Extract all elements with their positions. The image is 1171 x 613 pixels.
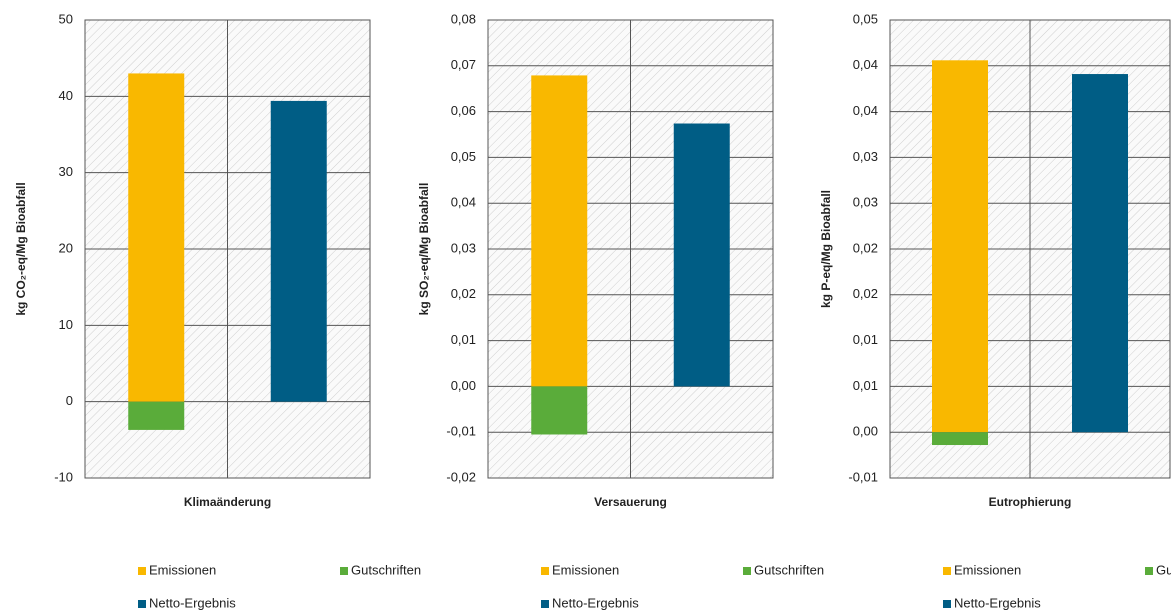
legend-label: Emissionen [552,562,619,577]
y-tick-label: 0,05 [451,149,476,164]
y-tick-label: -10 [54,469,73,484]
y-tick-label: 0,02 [853,286,878,301]
y-tick-label: 0,00 [853,424,878,439]
y-tick-label: 50 [59,11,73,26]
y-tick-label: 0,01 [451,332,476,347]
bar [531,75,588,387]
y-tick-label: 10 [59,317,73,332]
y-tick-label: 0,01 [853,378,878,393]
legend-label: Gutschriften [351,562,421,577]
y-tick-label: 20 [59,240,73,255]
y-tick-label: 0,00 [451,378,476,393]
bar [932,60,988,433]
legend-label: Netto-Ergebnis [552,595,639,610]
y-tick-label: -0,01 [446,424,476,439]
legend-swatch [943,567,951,575]
y-tick-label: -0,01 [848,469,878,484]
legend-swatch [1145,567,1153,575]
bar [128,401,185,430]
y-tick-label: -0,02 [446,469,476,484]
y-tick-label: 0,08 [451,11,476,26]
y-tick-label: 40 [59,88,73,103]
legend-label: Netto-Ergebnis [149,595,236,610]
y-tick-label: 0,04 [853,57,878,72]
y-tick-label: 0,02 [853,240,878,255]
y-tick-label: 0 [66,393,73,408]
legend-swatch [541,600,549,608]
y-axis-title: kg CO₂-eq/Mg Bioabfall [14,182,28,315]
y-tick-label: 0,06 [451,103,476,118]
legend-swatch [743,567,751,575]
legend-swatch [340,567,348,575]
y-tick-label: 0,02 [451,286,476,301]
y-tick-label: 0,05 [853,11,878,26]
bar [1072,74,1128,433]
bar [932,432,988,446]
legend-label: Gutschriften [754,562,824,577]
legend-swatch [138,600,146,608]
legend-label: Netto-Ergebnis [954,595,1041,610]
y-axis-title: kg SO₂-eq/Mg Bioabfall [417,183,431,316]
bar [673,123,730,387]
legend-swatch [943,600,951,608]
y-tick-label: 0,07 [451,57,476,72]
y-tick-label: 0,01 [853,332,878,347]
legend-label: Emissionen [149,562,216,577]
y-tick-label: 0,04 [451,195,476,210]
y-tick-label: 0,03 [853,195,878,210]
x-axis-title: Versauerung [594,495,667,509]
legend-swatch [138,567,146,575]
y-tick-label: 0,03 [451,240,476,255]
bar [128,73,185,402]
x-axis-title: Eutrophierung [989,495,1072,509]
y-tick-label: 0,04 [853,103,878,118]
bar [531,386,588,435]
x-axis-title: Klimaänderung [184,495,271,509]
legend-label: Gutschriften [1156,562,1171,577]
y-tick-label: 0,03 [853,149,878,164]
y-axis-title: kg P-eq/Mg Bioabfall [819,190,833,308]
legend-swatch [541,567,549,575]
y-tick-label: 30 [59,164,73,179]
legend-label: Emissionen [954,562,1021,577]
bar [270,100,327,402]
